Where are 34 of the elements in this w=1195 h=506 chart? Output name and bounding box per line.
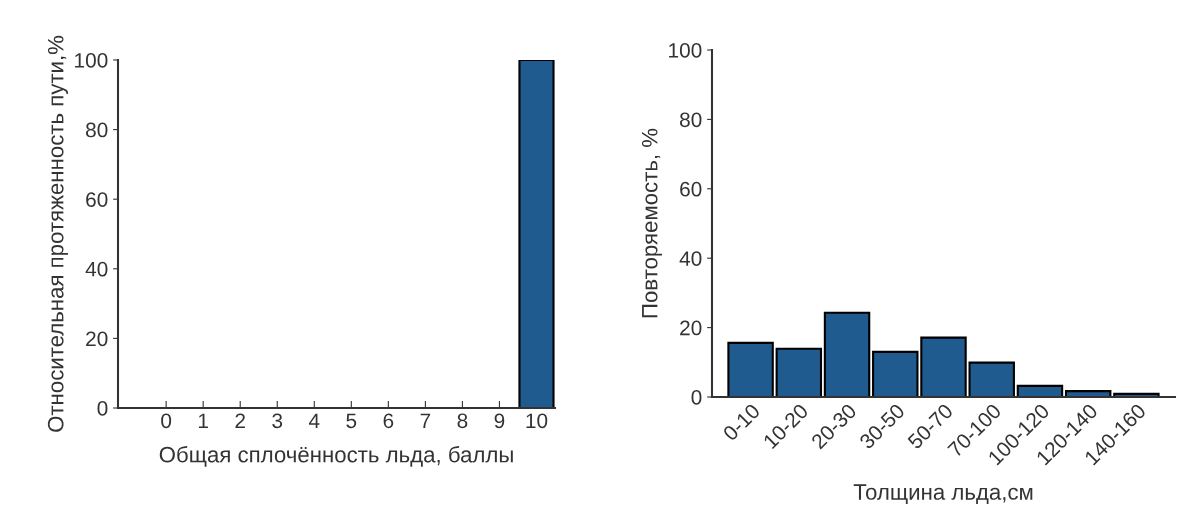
bar <box>727 341 774 397</box>
y-tick-label: 40 <box>679 251 702 266</box>
y-tick-label: 60 <box>680 181 702 197</box>
y-tick-label: 100 <box>669 43 702 58</box>
x-tick-label: 6 <box>383 413 394 429</box>
x-tick-label: 5 <box>346 413 357 429</box>
bar <box>920 336 967 397</box>
x-tick-label: 4 <box>308 413 320 428</box>
y-tick-label: 100 <box>75 53 108 68</box>
x-tick-label: 7 <box>420 413 431 428</box>
x-tick-label: 0-10 <box>722 402 761 442</box>
bar <box>823 311 871 397</box>
x-axis-title: Толщина льда,см <box>853 484 1033 505</box>
y-axis-title: Повторяемость, % <box>641 128 662 318</box>
bar <box>872 350 919 397</box>
y-tick-label: 80 <box>86 122 108 138</box>
bar <box>1016 384 1064 397</box>
x-tick-label: 2 <box>235 413 245 428</box>
y-tick-label: 80 <box>680 112 702 128</box>
y-tick-label: 40 <box>85 261 108 277</box>
y-tick-label: 0 <box>691 390 702 405</box>
x-tick-label: 8 <box>457 413 468 429</box>
x-tick-label: 9 <box>494 413 505 429</box>
x-tick-label: 3 <box>272 413 283 429</box>
x-tick-label: 1 <box>198 413 208 428</box>
bar <box>775 347 823 397</box>
y-tick-label: 20 <box>680 320 702 336</box>
x-tick-label: 0 <box>161 413 172 429</box>
x-tick-label: 10 <box>526 413 548 429</box>
x-axis-title: Общая сплочённость льда, баллы <box>159 445 513 467</box>
y-axis-title: Относительная протяженность пути,% <box>47 35 68 432</box>
y-tick-label: 60 <box>86 192 108 207</box>
y-tick-label: 20 <box>86 331 108 347</box>
bar <box>968 361 1015 397</box>
